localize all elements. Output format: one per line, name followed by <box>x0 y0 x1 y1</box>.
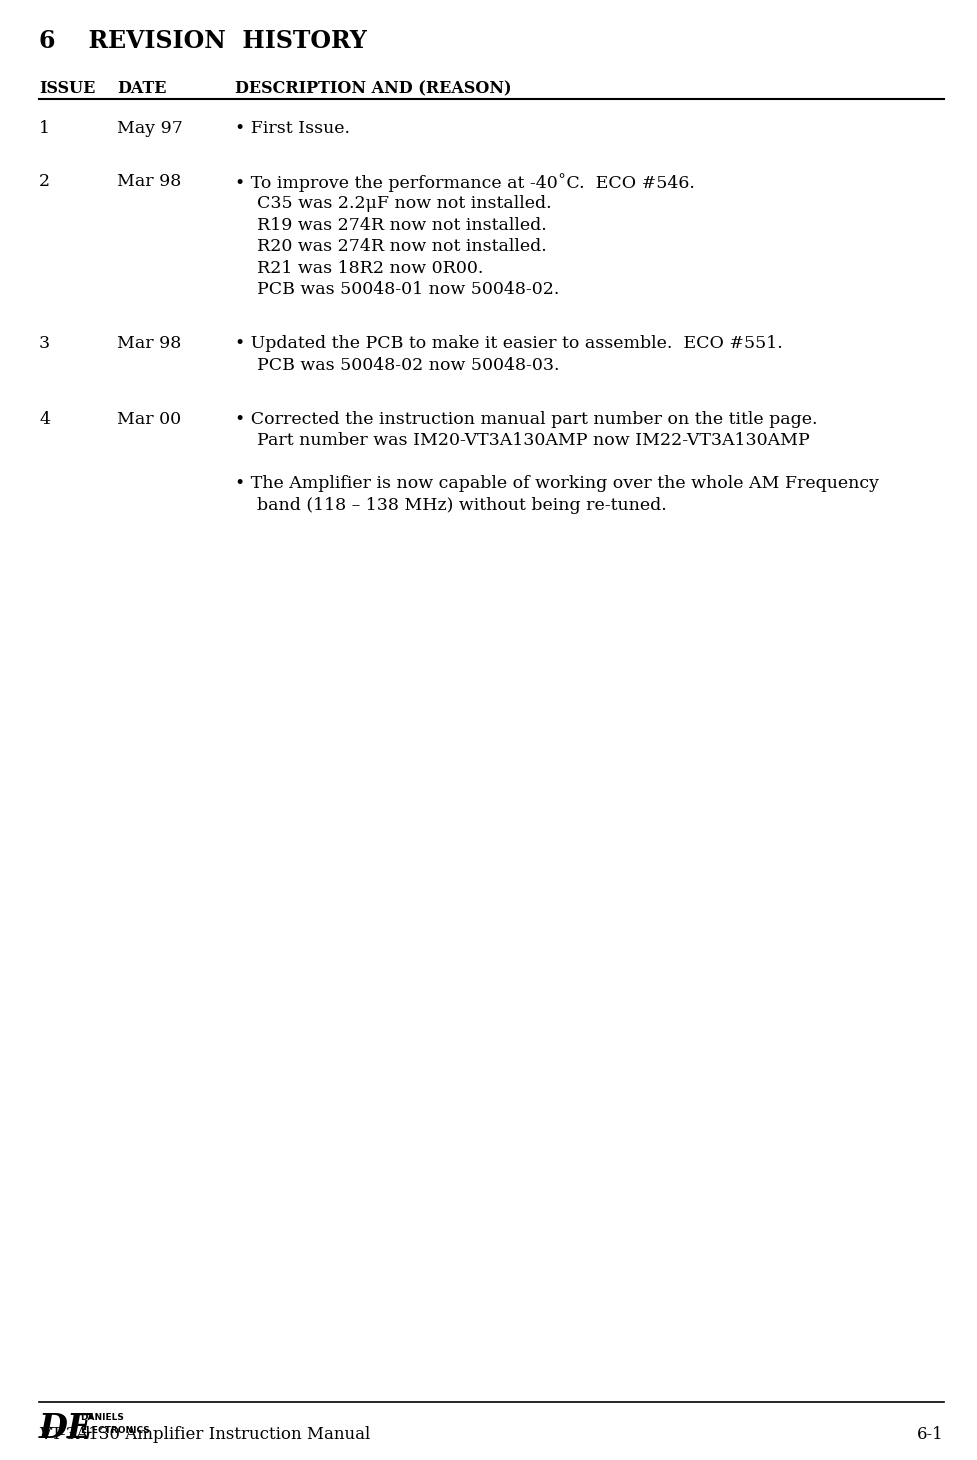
Text: DATE: DATE <box>117 80 167 98</box>
Text: Mar 98: Mar 98 <box>117 174 182 190</box>
Text: • The Amplifier is now capable of working over the whole AM Frequency: • The Amplifier is now capable of workin… <box>234 476 877 492</box>
Text: Part number was IM20-VT3A130AMP now IM22-VT3A130AMP: Part number was IM20-VT3A130AMP now IM22… <box>234 432 809 450</box>
Text: 4: 4 <box>39 410 50 428</box>
Text: R21 was 18R2 now 0R00.: R21 was 18R2 now 0R00. <box>234 260 483 277</box>
Text: DESCRIPTION AND (REASON): DESCRIPTION AND (REASON) <box>234 80 511 98</box>
Text: Mar 00: Mar 00 <box>117 410 182 428</box>
Text: • Updated the PCB to make it easier to assemble.  ECO #551.: • Updated the PCB to make it easier to a… <box>234 336 782 352</box>
Text: VT-3A130 Amplifier Instruction Manual: VT-3A130 Amplifier Instruction Manual <box>39 1426 370 1444</box>
Text: ELECTRONICS: ELECTRONICS <box>80 1426 149 1435</box>
Text: ISSUE: ISSUE <box>39 80 96 98</box>
Text: PCB was 50048-01 now 50048-02.: PCB was 50048-01 now 50048-02. <box>234 282 559 298</box>
Text: May 97: May 97 <box>117 120 183 137</box>
Text: C35 was 2.2μF now not installed.: C35 was 2.2μF now not installed. <box>234 196 551 212</box>
Text: 1: 1 <box>39 120 50 137</box>
Text: 3: 3 <box>39 336 50 352</box>
Text: band (118 – 138 MHz) without being re-tuned.: band (118 – 138 MHz) without being re-tu… <box>234 496 665 514</box>
Text: R19 was 274R now not installed.: R19 was 274R now not installed. <box>234 216 546 234</box>
Text: • First Issue.: • First Issue. <box>234 120 350 137</box>
Text: Mar 98: Mar 98 <box>117 336 182 352</box>
Text: 6    REVISION  HISTORY: 6 REVISION HISTORY <box>39 29 366 53</box>
Text: • Corrected the instruction manual part number on the title page.: • Corrected the instruction manual part … <box>234 410 817 428</box>
Text: R20 was 274R now not installed.: R20 was 274R now not installed. <box>234 238 546 256</box>
Text: PCB was 50048-02 now 50048-03.: PCB was 50048-02 now 50048-03. <box>234 356 559 374</box>
Text: 2: 2 <box>39 174 50 190</box>
Text: • To improve the performance at -40˚C.  ECO #546.: • To improve the performance at -40˚C. E… <box>234 174 694 193</box>
Text: 6-1: 6-1 <box>916 1426 943 1444</box>
Text: DE: DE <box>39 1412 94 1445</box>
Text: DANIELS: DANIELS <box>80 1413 124 1422</box>
